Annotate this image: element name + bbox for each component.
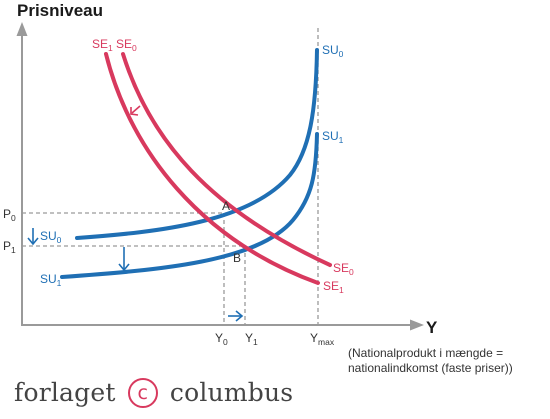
point-a-label: A (222, 199, 230, 213)
su0-curve (75, 48, 319, 240)
y-tick-p0: P0 (3, 207, 16, 223)
x-axis-title: Y (426, 318, 438, 337)
y-tick-p1: P1 (3, 239, 16, 255)
su0-shift-arrow (27, 228, 39, 246)
su1-curve (60, 132, 319, 279)
publisher-name-part1: forlaget (14, 378, 116, 407)
y-axis-arrowhead (16, 22, 28, 36)
su1-start-label: SU1 (40, 272, 62, 288)
x-tick-y0: Y0 (215, 331, 228, 347)
publisher-logo: forlaget c columbus (14, 378, 293, 408)
publisher-name-part2: columbus (169, 378, 294, 407)
chart: Prisniveau Y (Nationalprodukt i mængde =… (3, 1, 513, 375)
se1-end-label: SE1 (323, 279, 344, 295)
x-axis-note-line2: nationalindkomst (faste priser)) (348, 361, 513, 375)
copyright-icon: c (127, 378, 158, 408)
su1-top-label: SU1 (322, 129, 344, 145)
point-b-label: B (233, 251, 241, 265)
se1-top-label: SE1 (92, 37, 113, 53)
x-axis-arrowhead (410, 319, 424, 331)
x-axis-note-line1: (Nationalprodukt i mængde = (348, 346, 503, 360)
su0-top-label: SU0 (322, 43, 344, 59)
se-shift-arrow (130, 105, 141, 116)
su-curve-shift-arrow (118, 247, 130, 272)
su0-start-label: SU0 (40, 229, 62, 245)
x-tick-y1: Y1 (245, 331, 258, 347)
se1-curve (104, 52, 320, 285)
se0-top-label: SE0 (116, 37, 137, 53)
y-shift-arrow (228, 310, 244, 322)
se0-end-label: SE0 (333, 261, 354, 277)
y-axis-title: Prisniveau (17, 1, 103, 20)
se0-curve (121, 52, 332, 267)
x-tick-ymax: Ymax (310, 331, 335, 347)
